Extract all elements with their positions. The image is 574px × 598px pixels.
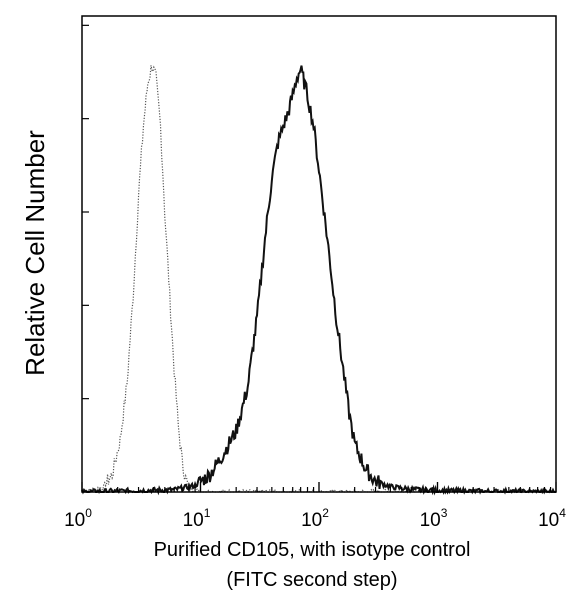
minor-ticks xyxy=(81,482,557,492)
x-tick-label: 103 xyxy=(420,506,448,531)
x-tick-label: 101 xyxy=(183,506,211,531)
x-tick-label: 104 xyxy=(538,506,566,531)
y-ticks xyxy=(82,24,89,493)
x-axis-label-line2: (FITC second step) xyxy=(226,569,397,591)
x-axis-label-line1: Purified CD105, with isotype control xyxy=(154,539,471,561)
y-axis-label: Relative Cell Number xyxy=(20,130,50,376)
isotype-control-histogram-line xyxy=(81,65,557,494)
x-tick-labels: 100 101 102 103 104 xyxy=(64,506,566,531)
series-layer xyxy=(81,65,557,496)
x-tick-label: 102 xyxy=(301,506,329,531)
cd105-histogram-line xyxy=(81,65,556,496)
plot-frame xyxy=(81,15,557,493)
x-tick-label: 100 xyxy=(64,506,92,531)
